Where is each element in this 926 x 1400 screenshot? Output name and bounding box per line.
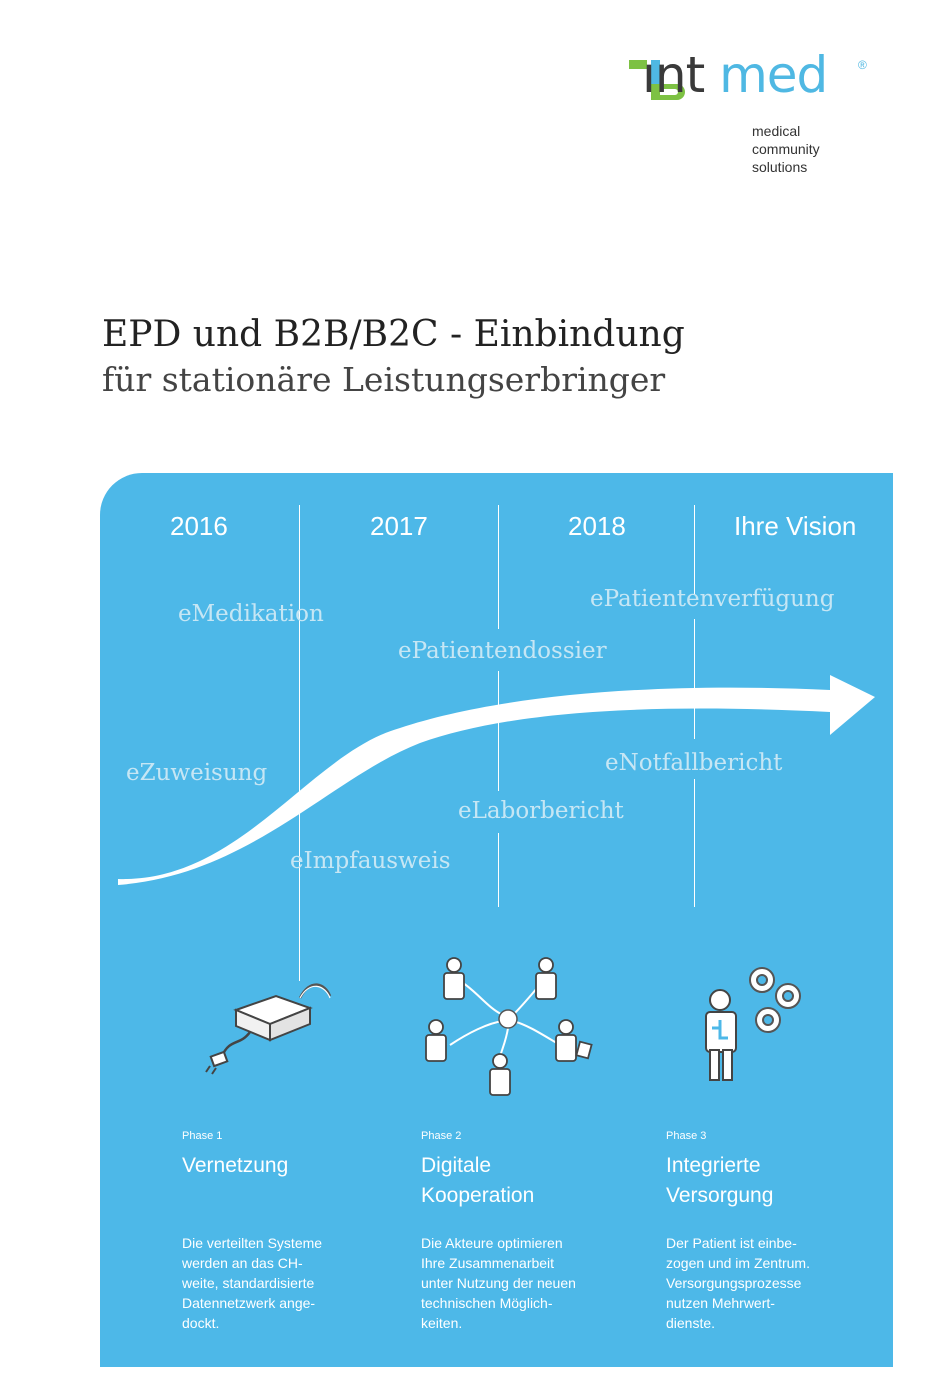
- year-2017: 2017: [370, 511, 428, 541]
- timeline-divider: [299, 505, 300, 981]
- timeline-divider: [694, 779, 695, 907]
- logo-wordmark: ınt med: [642, 50, 828, 100]
- timeline-divider: [694, 619, 695, 739]
- phase-desc-line: Ihre Zusammenarbeit: [421, 1255, 555, 1271]
- phase-desc-line: Versorgungsprozesse: [666, 1275, 802, 1291]
- phase-1: Phase 1 Vernetzung Die verteilten System…: [182, 1129, 322, 1333]
- phase-desc-line: unter Nutzung der neuen: [421, 1275, 576, 1291]
- patient-gears-icon: [705, 967, 801, 1081]
- title-line-2: für stationäre Leistungserbringer: [102, 360, 666, 399]
- tagline-line: solutions: [752, 159, 808, 175]
- phase-label: Phase 2: [421, 1130, 462, 1142]
- phase-label: Phase 1: [182, 1130, 223, 1142]
- network-box-icon: [205, 983, 332, 1075]
- service-emedikation: eMedikation: [178, 601, 324, 627]
- year-2018: 2018: [568, 511, 626, 541]
- tagline-line: medical: [752, 123, 801, 139]
- phase-desc-line: nutzen Mehrwert-: [666, 1295, 775, 1311]
- phase-description: Die verteilten Systeme werden an das CH-…: [182, 1233, 322, 1333]
- phase-description: Der Patient ist einbe- zogen und im Zent…: [666, 1233, 810, 1333]
- service-eimpfausweis: eImpfausweis: [290, 848, 451, 874]
- registered-mark: ®: [858, 58, 867, 72]
- logo-med: med: [719, 46, 828, 104]
- year-vision: Ihre Vision: [734, 511, 857, 541]
- phase-title: Integrierte Versorgung: [666, 1151, 810, 1211]
- tagline-line: community: [752, 141, 820, 157]
- growth-arrow-icon: [118, 675, 875, 885]
- phase-title: Digitale Kooperation: [421, 1151, 576, 1211]
- logo-mark-icon: [629, 60, 685, 100]
- timeline-divider: [498, 505, 499, 629]
- phase-desc-line: technischen Möglich-: [421, 1295, 553, 1311]
- timeline-panel: 2016 2017 2018 Ihre Vision eMedikation e…: [100, 473, 893, 1367]
- phase-desc-line: dockt.: [182, 1315, 220, 1331]
- service-epatientenverfuegung: ePatientenverfügung: [590, 586, 835, 612]
- company-logo: ınt med ® medical community solutions: [604, 50, 904, 188]
- timeline-divider: [694, 505, 695, 595]
- phase-desc-line: Die Akteure optimieren: [421, 1235, 563, 1251]
- service-elaborbericht: eLaborbericht: [458, 798, 624, 824]
- phase-desc-line: weite, standardisierte: [182, 1275, 315, 1291]
- logo-int: ınt: [642, 46, 705, 104]
- phase-title-line: Digitale: [421, 1154, 492, 1177]
- phase-desc-line: dienste.: [666, 1315, 716, 1331]
- service-epatientendossier: ePatientendossier: [398, 638, 607, 664]
- phase-desc-line: Datennetzwerk ange-: [182, 1295, 316, 1311]
- phase-title-line: Vernetzung: [182, 1154, 289, 1177]
- year-2016: 2016: [170, 511, 228, 541]
- page-title: EPD und B2B/B2C - Einbindung für station…: [102, 312, 685, 402]
- service-enotfallbericht: eNotfallbericht: [605, 750, 783, 776]
- phase-desc-line: werden an das CH-: [182, 1255, 303, 1271]
- phase-desc-line: Die verteilten Systeme: [182, 1235, 323, 1251]
- phase-description: Die Akteure optimieren Ihre Zusammenarbe…: [421, 1233, 576, 1333]
- phase-2: Phase 2 Digitale Kooperation Die Akteure…: [421, 1129, 576, 1333]
- collaboration-network-icon: [425, 957, 593, 1096]
- timeline-divider: [498, 671, 499, 791]
- phase-desc-line: Der Patient ist einbe-: [666, 1235, 797, 1251]
- phase-title-line: Kooperation: [421, 1184, 535, 1207]
- phase-3: Phase 3 Integrierte Versorgung Der Patie…: [666, 1129, 810, 1333]
- phase-title-line: Integrierte: [666, 1154, 761, 1177]
- phase-desc-line: zogen und im Zentrum.: [666, 1255, 810, 1271]
- title-line-1: EPD und B2B/B2C - Einbindung: [102, 314, 685, 355]
- phase-title-line: Versorgung: [666, 1184, 774, 1207]
- phase-desc-line: keiten.: [421, 1315, 463, 1331]
- logo-tagline: medical community solutions: [752, 122, 820, 176]
- phase-label: Phase 3: [666, 1130, 707, 1142]
- timeline-divider: [498, 833, 499, 907]
- phase-title: Vernetzung: [182, 1151, 322, 1181]
- service-ezuweisung: eZuweisung: [126, 760, 268, 786]
